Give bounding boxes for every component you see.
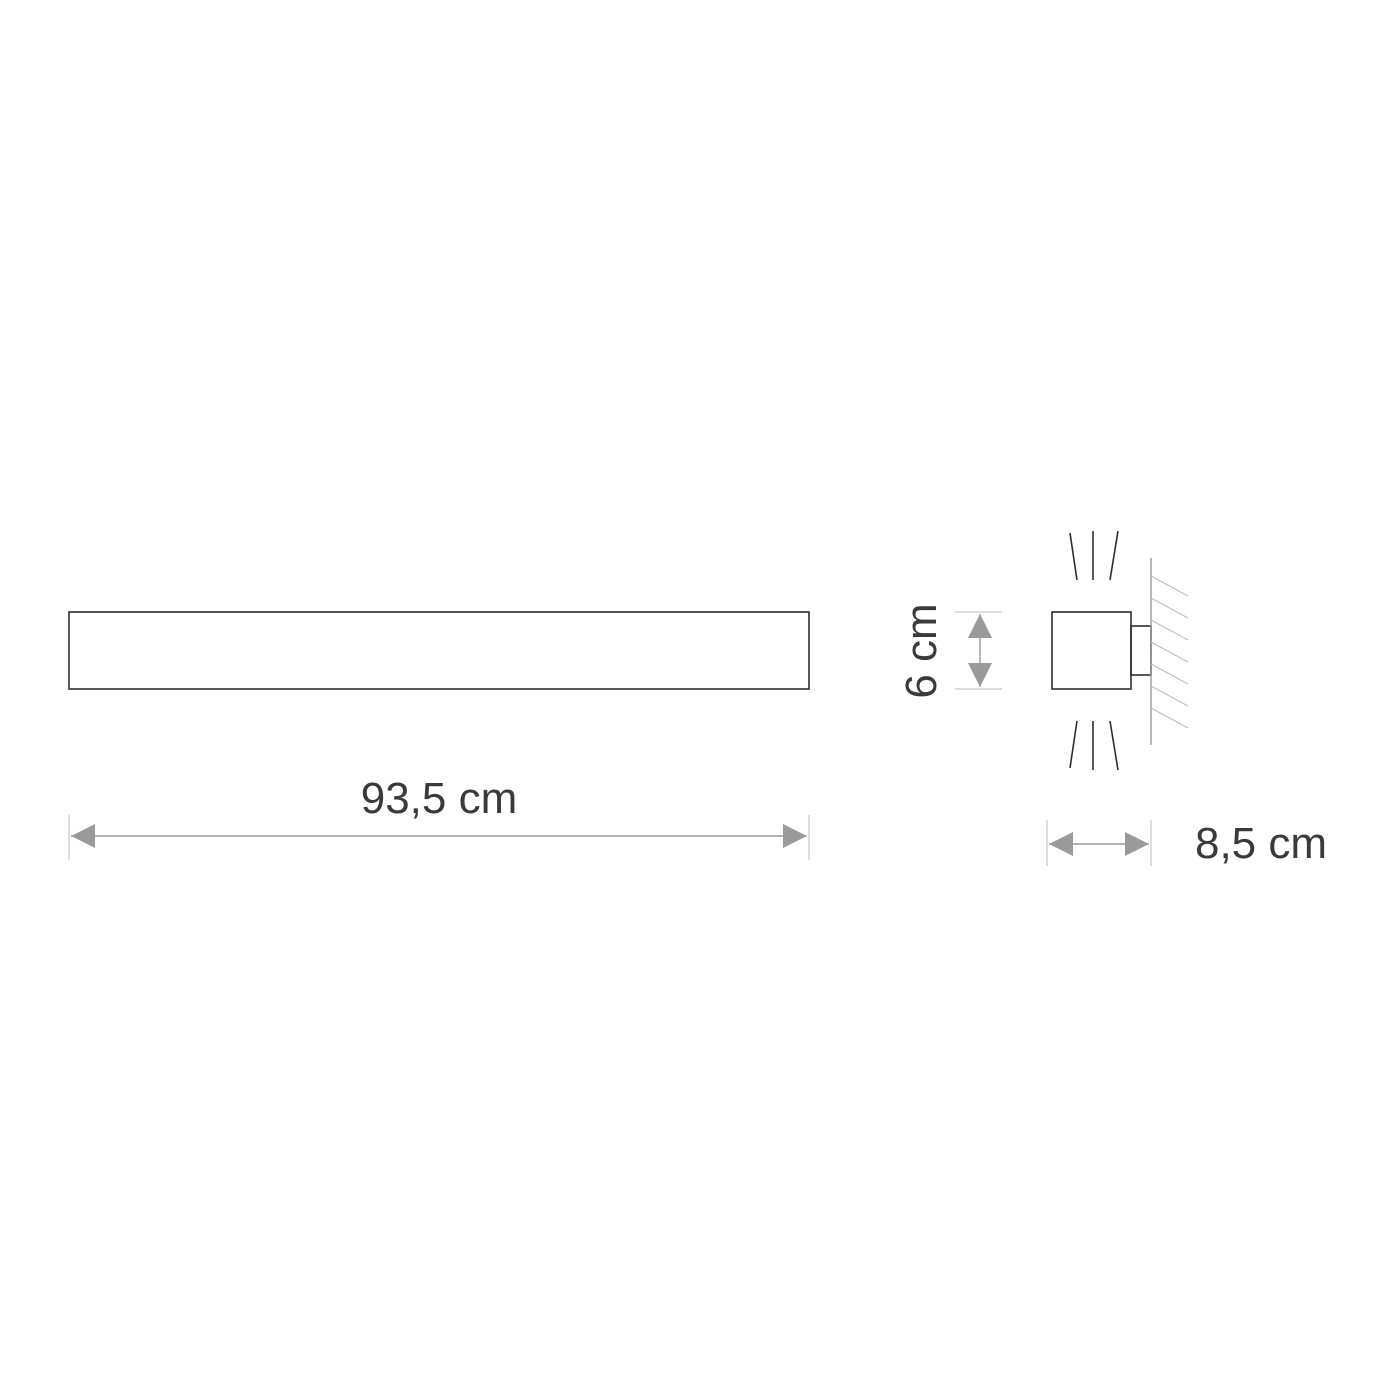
depth-dimension: 8,5 cm <box>1046 819 1327 868</box>
wall-hatching <box>1150 558 1189 745</box>
height-dimension: 6 cm <box>897 603 1002 699</box>
lamp-body-side <box>1051 611 1132 690</box>
depth-label: 8,5 cm <box>1195 819 1327 868</box>
light-rays-up <box>1069 530 1119 581</box>
length-label: 93,5 cm <box>361 774 518 823</box>
lamp-body-front <box>68 611 810 690</box>
light-rays-down <box>1069 720 1119 771</box>
wall-bracket <box>1130 625 1152 676</box>
length-dimension: 93,5 cm <box>68 774 810 860</box>
height-label: 6 cm <box>897 603 946 698</box>
side-view <box>1051 530 1189 771</box>
front-view <box>68 611 810 690</box>
